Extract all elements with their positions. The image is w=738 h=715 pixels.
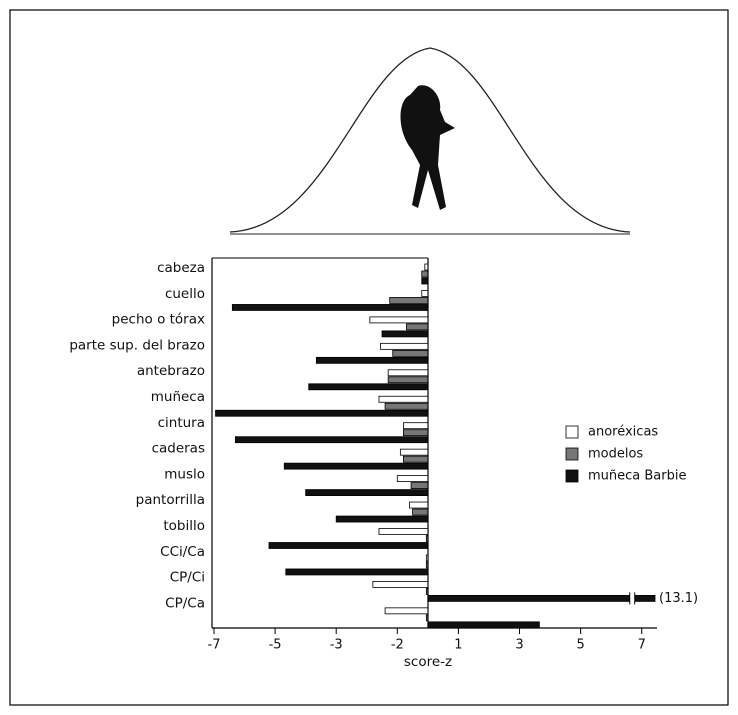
axis-break [629,592,635,605]
bar [308,383,429,391]
x-tick-label: 5 [576,638,584,653]
bar [425,588,429,595]
category-label: CP/Ci [170,570,205,586]
x-axis-title: score-z [404,654,452,670]
legend-swatch [565,469,579,483]
legend-label: muñeca Barbie [588,469,686,484]
bar [424,263,429,271]
x-tick-label: -3 [330,638,343,653]
bar [234,436,429,444]
category-label: parte sup. del brazo [69,337,205,353]
bar [305,489,429,497]
category-label: muslo [164,466,205,482]
bar [268,542,429,549]
bar [421,277,429,285]
bar [403,429,429,437]
bar [231,304,429,311]
bar [387,376,429,384]
category-label: antebrazo [137,363,205,379]
bar [427,595,656,602]
category-label: cintura [158,415,205,431]
category-label: muñeca [151,389,205,405]
bar [412,508,429,516]
bar [403,422,429,430]
bar [372,581,429,588]
category-label: cuello [165,286,205,302]
legend-label: anoréxicas [588,425,658,440]
bar [406,323,429,331]
category-label: CCi/Ca [160,544,205,560]
bar [381,330,429,338]
bar [215,409,429,417]
bar [396,475,429,483]
bar [315,356,429,364]
category-label: cabeza [157,260,205,276]
x-tick-label: -7 [208,638,221,653]
bar [384,607,429,615]
bar [425,614,429,622]
bar [384,402,429,410]
frame [9,9,729,706]
bar [425,535,429,542]
bar [425,554,429,562]
bar [403,455,429,463]
category-label: tobillo [163,518,205,534]
x-tick-label: -5 [269,638,282,653]
x-tick-label: -2 [391,638,404,653]
bar [369,316,429,324]
bar [378,395,429,403]
bar [421,270,429,278]
bar [421,290,429,297]
bar [399,448,429,456]
bar [427,621,540,629]
bar [392,349,429,357]
category-label: pantorrilla [136,492,205,508]
category-label: pecho o tórax [112,312,205,328]
x-tick-label: 1 [454,638,462,653]
legend-swatch [565,447,579,461]
bar [387,369,429,377]
bar [425,561,429,569]
x-tick-label: 3 [515,638,523,653]
value-label: (13.1) [659,591,698,606]
bar [378,528,429,535]
bar [380,342,429,350]
bar [285,568,429,576]
bar [409,501,429,509]
x-tick-label: 7 [638,638,646,653]
bar [410,482,429,490]
bell-curve-illustration [229,47,631,235]
bar [389,297,429,304]
bar [283,462,429,470]
category-label: caderas [152,441,205,457]
bar [335,515,429,523]
legend-swatch [565,425,579,439]
category-label: CP/Ca [165,595,205,611]
legend-label: modelos [588,447,643,462]
